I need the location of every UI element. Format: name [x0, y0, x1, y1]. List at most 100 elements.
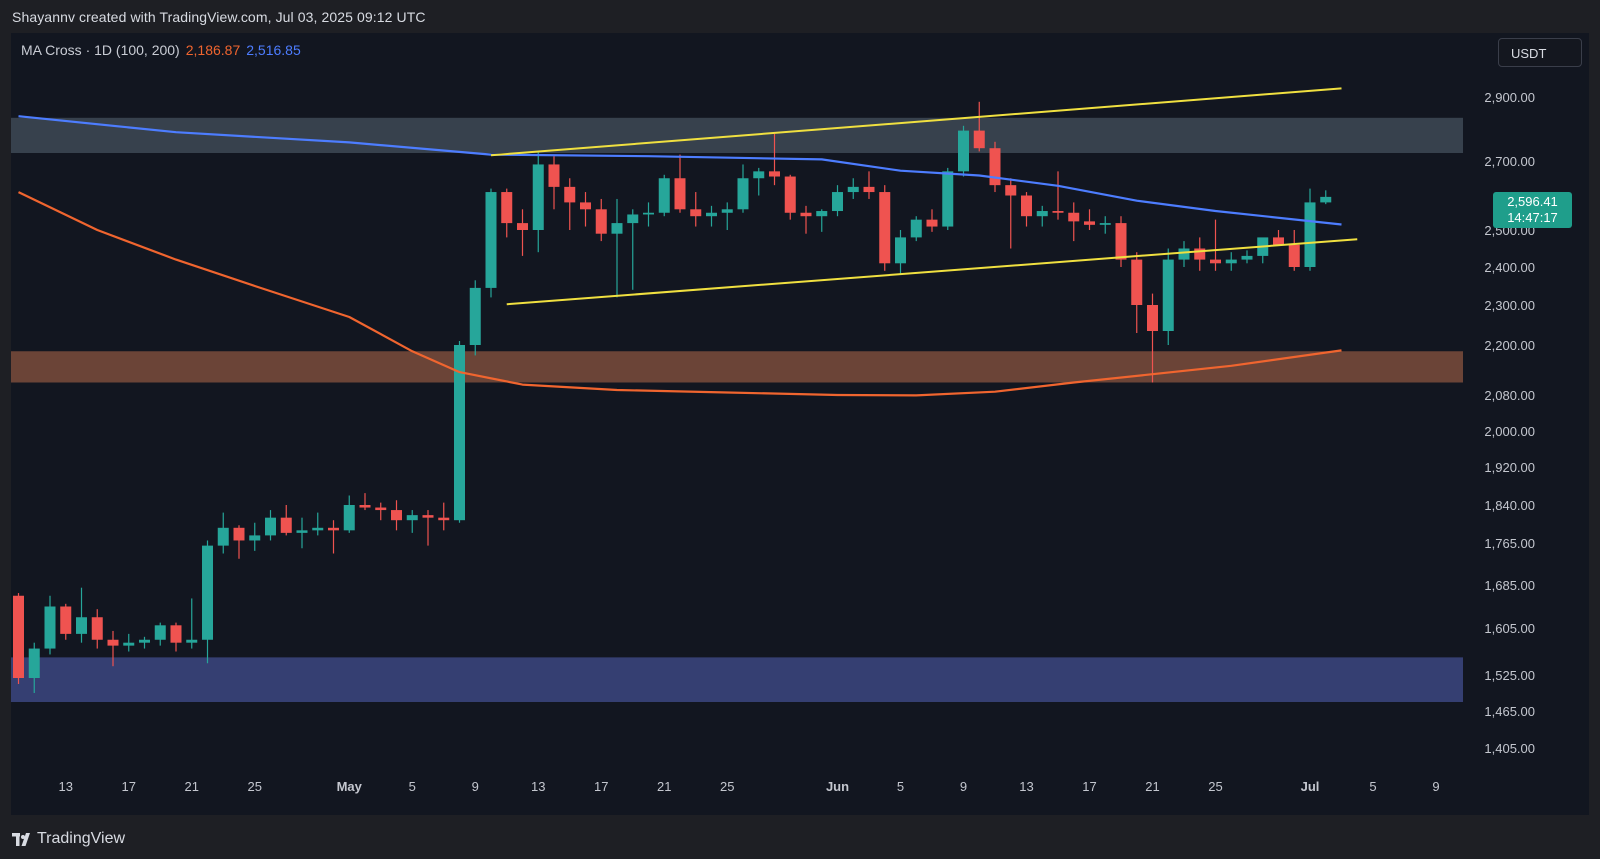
x-tick-label: 17: [594, 779, 608, 794]
x-tick-label: 5: [1369, 779, 1376, 794]
y-tick-label: 1,405.00: [1484, 741, 1535, 756]
candle-body: [1068, 212, 1080, 222]
last-price-value: 2,596.41: [1507, 194, 1558, 209]
candle-body: [690, 209, 702, 217]
y-tick-label: 1,765.00: [1484, 536, 1535, 551]
candle-body: [469, 287, 481, 345]
currency-button[interactable]: USDT: [1498, 38, 1582, 67]
x-tick-label: 9: [1432, 779, 1439, 794]
x-tick-label: 13: [531, 779, 545, 794]
x-tick-label: 5: [409, 779, 416, 794]
candle-body: [91, 617, 103, 640]
candle-body: [296, 530, 308, 533]
candle-body: [863, 186, 875, 193]
candle-body: [501, 192, 513, 224]
zone-1: [11, 351, 1463, 383]
candle-body: [674, 178, 686, 210]
candle-body: [1021, 195, 1032, 217]
legend-indicator-name: MA Cross · 1D (100, 200): [21, 42, 180, 58]
candle-body: [1084, 221, 1095, 225]
y-tick-label: 2,400.00: [1484, 260, 1535, 275]
last-price-tag: 2,596.41 14:47:17: [1493, 192, 1572, 228]
candle-body: [60, 606, 72, 634]
candle-body: [233, 527, 245, 541]
candle-body: [1210, 259, 1221, 264]
y-tick-label: 1,920.00: [1484, 460, 1535, 475]
x-tick-label: 9: [472, 779, 479, 794]
x-tick-label: May: [337, 779, 363, 794]
y-tick-label: 2,300.00: [1484, 298, 1535, 313]
candle-body: [1241, 255, 1253, 260]
ma200-line: [18, 115, 1342, 226]
candle-body: [958, 130, 969, 172]
candle-body: [485, 192, 497, 288]
candle-body: [942, 171, 954, 227]
candle-body: [217, 527, 229, 546]
y-tick-label: 2,000.00: [1484, 424, 1535, 439]
candle-body: [847, 186, 859, 193]
candle-body: [816, 211, 828, 217]
candle-body: [154, 625, 166, 640]
tradingview-brand[interactable]: TradingView: [12, 830, 125, 848]
tradingview-logo-icon: [12, 832, 30, 846]
y-tick-label: 2,080.00: [1484, 388, 1535, 403]
indicator-legend[interactable]: MA Cross · 1D (100, 200) 2,186.87 2,516.85: [21, 42, 301, 58]
candle-body: [737, 178, 749, 210]
x-tick-label: 25: [248, 779, 262, 794]
candle-body: [706, 212, 717, 217]
x-tick-label: 17: [1082, 779, 1096, 794]
candle-body: [76, 617, 87, 634]
x-tick-label: 21: [657, 779, 671, 794]
candle-body: [989, 148, 1001, 186]
candle-body: [910, 219, 922, 238]
y-tick-label: 1,525.00: [1484, 668, 1535, 683]
x-tick-label: 17: [122, 779, 136, 794]
candle-body: [107, 639, 119, 646]
candle-body: [1320, 196, 1332, 203]
candle-body: [595, 209, 607, 234]
candle-body: [312, 527, 324, 531]
candle-body: [895, 237, 906, 264]
candle-body: [1162, 259, 1174, 331]
y-tick-label: 1,685.00: [1484, 578, 1535, 593]
brand-name: TradingView: [37, 830, 126, 847]
price-chart[interactable]: 2,900.002,700.002,500.002,400.002,300.00…: [11, 33, 1589, 815]
candle-body: [249, 535, 261, 541]
candle-body: [879, 192, 891, 264]
candle-body: [1052, 211, 1064, 213]
candle-body: [1036, 211, 1048, 217]
x-tick-label: 13: [59, 779, 73, 794]
candle-body: [139, 639, 150, 643]
candle-body: [170, 625, 182, 643]
x-tick-label: 5: [897, 779, 904, 794]
x-tick-label: 13: [1019, 779, 1033, 794]
ma100-line: [18, 191, 1342, 397]
candle-body: [1131, 259, 1143, 305]
y-tick-label: 2,700.00: [1484, 154, 1535, 169]
candle-body: [406, 515, 418, 521]
candle-body: [186, 639, 198, 643]
x-tick-label: Jul: [1301, 779, 1320, 794]
candle-body: [1099, 223, 1111, 225]
candle-body: [721, 209, 733, 213]
candle-body: [532, 164, 544, 230]
x-tick-label: 25: [1208, 779, 1222, 794]
candle-body: [926, 219, 938, 227]
candle-body: [422, 515, 434, 518]
candle-body: [800, 212, 812, 217]
y-tick-label: 1,465.00: [1484, 704, 1535, 719]
candle-body: [1304, 202, 1316, 267]
candle-body: [280, 517, 292, 533]
candle-body: [973, 130, 985, 149]
candle-body: [1273, 237, 1284, 245]
candle-body: [564, 186, 576, 203]
candle-body: [548, 164, 560, 187]
candle-body: [1005, 185, 1017, 196]
chart-credit: Shayannv created with TradingView.com, J…: [12, 9, 426, 25]
candle-body: [832, 192, 843, 212]
candle-body: [1288, 244, 1300, 267]
chart-area[interactable]: 2,900.00 2,700.00 2,500.00 2,400.00 2,300.00…: [11, 33, 1589, 815]
zone-2: [11, 657, 1463, 702]
y-tick-label: 1,840.00: [1484, 498, 1535, 513]
candle-body: [627, 214, 639, 224]
